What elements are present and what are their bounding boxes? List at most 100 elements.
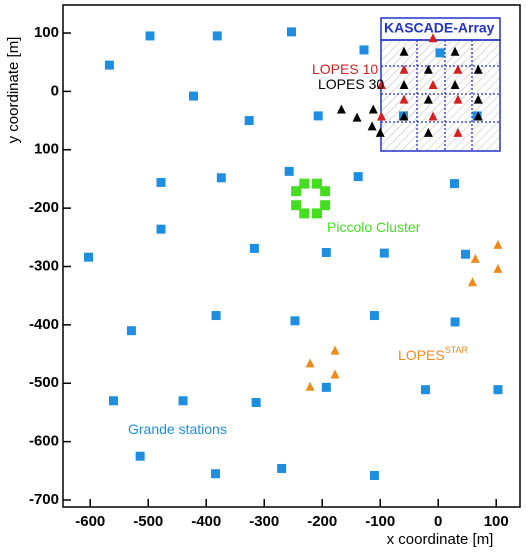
antenna [330, 345, 340, 355]
plot-frame [62, 4, 521, 508]
antenna [336, 104, 346, 114]
series-label: Piccolo Cluster [327, 219, 421, 235]
antenna [399, 94, 409, 104]
station [145, 31, 155, 41]
station [211, 311, 221, 321]
series-name: LOPES 30 [318, 76, 384, 92]
piccolo-station [320, 200, 331, 211]
inset-grid [381, 40, 500, 151]
station [277, 463, 287, 473]
piccolo-station [312, 208, 323, 219]
antenna [376, 79, 386, 89]
station [211, 469, 221, 479]
antenna [423, 64, 433, 74]
station [284, 166, 294, 176]
series-name: LOPES [398, 347, 445, 363]
antenna [376, 111, 386, 121]
x-tick-label: 100 [484, 513, 509, 530]
piccolo-station [312, 178, 323, 189]
station [212, 31, 222, 41]
antenna [450, 46, 460, 56]
station [369, 470, 379, 480]
series-label: LOPES 30 [318, 76, 384, 92]
antenna [423, 94, 433, 104]
series-label: LOPES 10 [312, 61, 378, 77]
antenna [352, 112, 362, 122]
station [104, 60, 114, 70]
antenna [367, 121, 377, 131]
station [84, 252, 94, 262]
station [353, 172, 363, 182]
station [249, 243, 259, 253]
antenna [450, 79, 460, 89]
y-tick-label: -300 [29, 257, 59, 274]
series-name: Grande stations [128, 421, 227, 437]
y-tick-label: -200 [29, 199, 59, 216]
station [156, 177, 166, 187]
station [126, 326, 136, 336]
series-name: LOPES 10 [312, 61, 378, 77]
station [188, 91, 198, 101]
y-tick-label: -500 [29, 374, 59, 391]
station [156, 224, 166, 234]
series-label: LOPESSTAR [398, 345, 469, 362]
series-label: Grande stations [128, 421, 227, 437]
station [379, 248, 389, 258]
station [493, 385, 503, 395]
station [460, 249, 470, 259]
station [450, 317, 460, 327]
antenna [470, 253, 480, 263]
piccolo-station [320, 186, 331, 197]
antenna [493, 239, 503, 249]
station [369, 311, 379, 321]
inset-title: KASCADE-Array [384, 20, 495, 36]
antenna [305, 381, 315, 391]
antenna [473, 111, 483, 121]
y-tick-label: 100 [34, 24, 59, 41]
antenna [368, 104, 378, 114]
y-tick-label: 0 [51, 82, 59, 99]
station [435, 48, 445, 58]
y-tick-label: -700 [29, 491, 59, 508]
x-tick-label: -100 [365, 513, 395, 530]
station [251, 398, 261, 408]
piccolo-station [291, 186, 302, 197]
station [287, 27, 296, 37]
piccolo-station [291, 200, 302, 211]
x-tick-label: -600 [75, 513, 105, 530]
kascade-inset: KASCADE-Array [380, 17, 501, 152]
antenna [423, 127, 433, 137]
antenna [428, 79, 438, 89]
x-tick-label: -200 [307, 513, 337, 530]
x-axis-label: x coordinate [m] [387, 531, 494, 548]
antenna [493, 263, 503, 273]
station [420, 385, 430, 395]
x-tick-label: -400 [191, 513, 221, 530]
antenna [330, 369, 340, 379]
x-tick-label: -500 [133, 513, 163, 530]
x-tick-label: 0 [434, 513, 442, 530]
station [108, 396, 118, 406]
antenna [453, 64, 463, 74]
y-axis-label: y coordinate [m] [5, 37, 22, 144]
antenna [467, 277, 477, 287]
station [321, 382, 331, 392]
antenna [473, 94, 483, 104]
station [216, 173, 226, 183]
antenna [375, 127, 385, 137]
y-tick-label: 100 [34, 141, 59, 158]
station [449, 179, 459, 189]
station [178, 396, 188, 406]
station [313, 111, 323, 121]
antenna [399, 111, 409, 121]
station [359, 45, 369, 55]
antenna [473, 64, 483, 74]
antenna [305, 358, 315, 368]
antenna [428, 111, 438, 121]
piccolo-station [299, 208, 310, 219]
station [321, 247, 331, 257]
antenna [453, 127, 463, 137]
antenna [399, 79, 409, 89]
y-tick-label: -600 [29, 433, 59, 450]
